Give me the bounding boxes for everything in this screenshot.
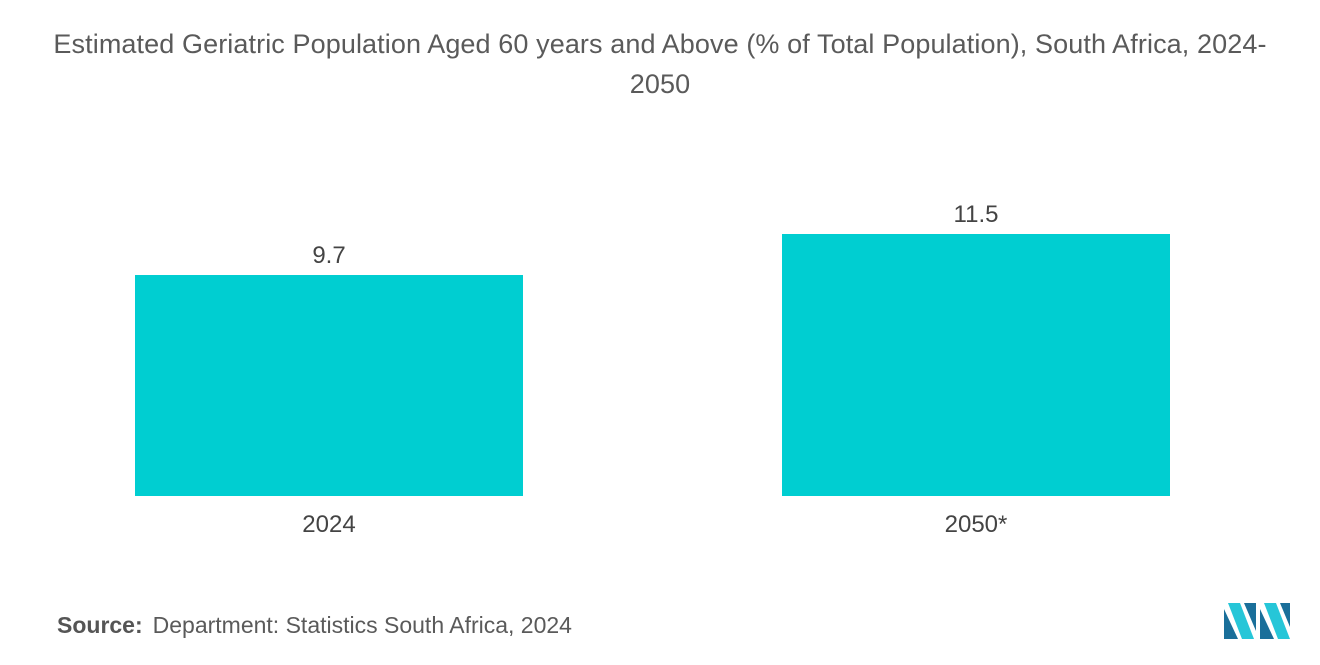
x-tick-label: 2024 <box>302 511 355 538</box>
source-label: Source: <box>57 612 143 638</box>
source-note: Source: Department: Statistics South Afri… <box>57 612 572 639</box>
source-text: Department: Statistics South Africa, 202… <box>152 612 572 638</box>
data-label: 11.5 <box>954 201 999 228</box>
data-label: 9.7 <box>312 242 345 269</box>
x-tick-label: 2050* <box>945 511 1008 538</box>
bar-2050 <box>782 234 1170 496</box>
mordor-intelligence-logo-icon <box>1224 603 1290 639</box>
chart-title: Estimated Geriatric Population Aged 60 y… <box>53 29 1267 99</box>
bar-2024 <box>135 275 523 496</box>
